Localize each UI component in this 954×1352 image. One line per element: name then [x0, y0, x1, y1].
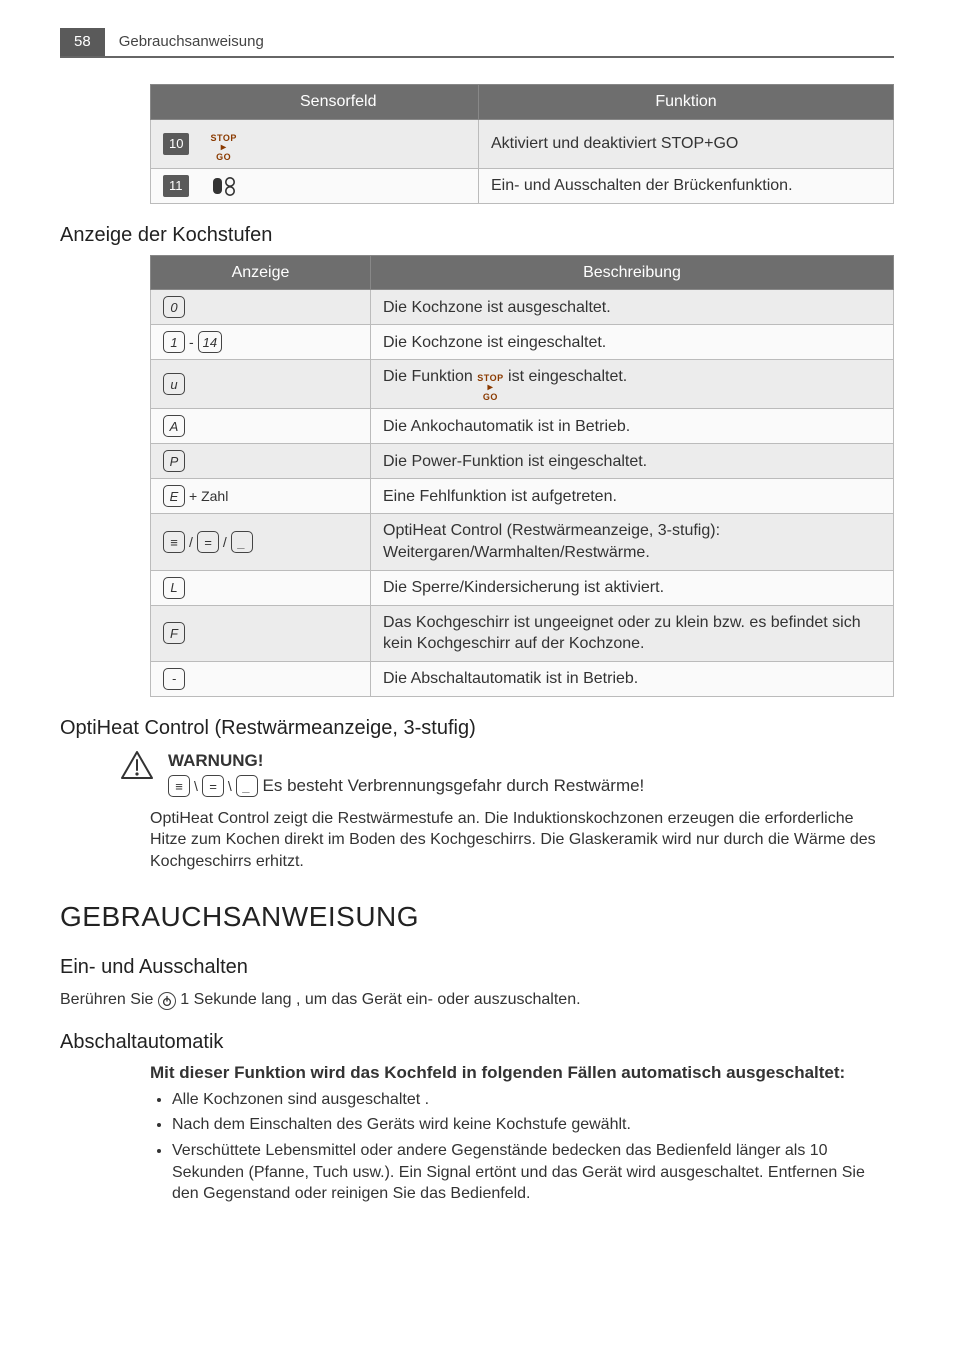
power-icon	[158, 992, 176, 1010]
display-description: Die Kochzone ist eingeschaltet.	[371, 325, 894, 360]
stopgo-icon: STOP▸GO	[477, 374, 503, 402]
display-symbol: u	[163, 373, 185, 395]
usage-title: GEBRAUCHSANWEISUNG	[60, 898, 894, 936]
bridge-icon	[211, 177, 237, 194]
optiheat-block: WARNUNG! ≡ \ = \ _ Es besteht Verbrennun…	[120, 750, 894, 873]
table-row: E + Zahl Eine Fehlfunktion ist aufgetrete…	[151, 479, 894, 514]
warning-title: WARNUNG!	[168, 750, 894, 773]
table-row: 10 STOP▸GO Aktiviert und deaktiviert STO…	[151, 119, 894, 168]
table-row: ≡ / = / _OptiHeat Control (Restwärmeanze…	[151, 514, 894, 570]
optiheat-body: OptiHeat Control zeigt die Restwärmestuf…	[150, 808, 894, 873]
table-row: P Die Power-Funktion ist eingeschaltet.	[151, 444, 894, 479]
page-number: 58	[60, 28, 105, 56]
display-symbol: E	[163, 485, 185, 507]
autooff-bullets: Alle Kochzonen sind ausgeschaltet . Nach …	[150, 1089, 894, 1205]
sensor-badge: 11	[163, 175, 189, 197]
display-description: Eine Fehlfunktion ist aufgetreten.	[371, 479, 894, 514]
table-row: - Die Abschaltautomatik ist in Betrieb.	[151, 661, 894, 696]
display-description: Die Ankochautomatik ist in Betrieb.	[371, 409, 894, 444]
autooff-lead: Mit dieser Funktion wird das Kochfeld in…	[150, 1062, 894, 1085]
warning-text-line: ≡ \ = \ _ Es besteht Verbrennungsgefahr …	[168, 775, 894, 798]
sensor-table: Sensorfeld Funktion 10 STOP▸GO Aktiviert…	[150, 84, 894, 204]
stopgo-icon: STOP▸GO	[211, 134, 237, 162]
warning-icon	[120, 750, 154, 798]
display-symbol: 0	[163, 296, 185, 318]
table-row: 1 - 14Die Kochzone ist eingeschaltet.	[151, 325, 894, 360]
sensor-badge: 10	[163, 133, 189, 155]
onoff-pre: Berühren Sie	[60, 991, 158, 1008]
sensor-function: Aktiviert und deaktiviert STOP+GO	[479, 119, 894, 168]
display-suffix: + Zahl	[189, 487, 228, 506]
display-symbol: 1	[163, 331, 185, 353]
sensor-table-header-funktion: Funktion	[479, 85, 894, 120]
optiheat-title: OptiHeat Control (Restwärmeanzeige, 3-st…	[60, 715, 894, 742]
display-symbol: L	[163, 577, 185, 599]
display-description: Das Kochgeschirr ist ungeeignet oder zu …	[371, 605, 894, 661]
table-row: A Die Ankochautomatik ist in Betrieb.	[151, 409, 894, 444]
list-item: Verschüttete Lebensmittel oder andere Ge…	[172, 1140, 894, 1205]
autooff-block: Mit dieser Funktion wird das Kochfeld in…	[150, 1062, 894, 1205]
display-table-header-beschreibung: Beschreibung	[371, 255, 894, 290]
onoff-title: Ein- und Ausschalten	[60, 954, 894, 981]
display-symbol: ≡	[163, 531, 185, 553]
display-section-title: Anzeige der Kochstufen	[60, 222, 894, 249]
warning-block: WARNUNG! ≡ \ = \ _ Es besteht Verbrennun…	[120, 750, 894, 798]
onoff-text: Berühren Sie 1 Sekunde lang , um das Ger…	[60, 989, 894, 1011]
display-symbol: =	[202, 775, 224, 797]
display-symbol: A	[163, 415, 185, 437]
display-description: Die Kochzone ist ausgeschaltet.	[371, 290, 894, 325]
sensor-table-blank-header	[151, 85, 199, 120]
page: 58 Gebrauchsanweisung Sensorfeld Funktio…	[0, 0, 954, 1352]
display-description: OptiHeat Control (Restwärmeanzeige, 3-st…	[371, 514, 894, 570]
display-description: Die Sperre/Kindersicherung ist aktiviert…	[371, 570, 894, 605]
list-item: Nach dem Einschalten des Geräts wird kei…	[172, 1114, 894, 1136]
autooff-title: Abschaltautomatik	[60, 1029, 894, 1056]
running-title: Gebrauchsanweisung	[105, 28, 278, 56]
display-table-wrapper: Anzeige Beschreibung 0 Die Kochzone ist a…	[150, 255, 894, 697]
running-header: 58 Gebrauchsanweisung	[60, 28, 894, 58]
list-item: Alle Kochzonen sind ausgeschaltet .	[172, 1089, 894, 1111]
display-symbol: 14	[198, 331, 222, 353]
display-description: Die Abschaltautomatik ist in Betrieb.	[371, 661, 894, 696]
display-table-header-anzeige: Anzeige	[151, 255, 371, 290]
sensor-table-wrapper: Sensorfeld Funktion 10 STOP▸GO Aktiviert…	[150, 84, 894, 204]
display-description: Die Funktion STOP▸GO ist eingeschaltet.	[371, 360, 894, 409]
table-row: L Die Sperre/Kindersicherung ist aktivier…	[151, 570, 894, 605]
table-row: 11 Ein- und Ausschalten der Brückenfunkt…	[151, 168, 894, 203]
display-symbol: P	[163, 450, 185, 472]
sensor-table-header-sensorfeld: Sensorfeld	[199, 85, 479, 120]
display-symbol: ≡	[168, 775, 190, 797]
display-description: Die Power-Funktion ist eingeschaltet.	[371, 444, 894, 479]
display-symbol: _	[231, 531, 253, 553]
display-symbol: =	[197, 531, 219, 553]
sensor-function: Ein- und Ausschalten der Brückenfunktion…	[479, 168, 894, 203]
warning-text: Es besteht Verbrennungsgefahr durch Rest…	[263, 776, 645, 795]
table-row: F Das Kochgeschirr ist ungeeignet oder zu…	[151, 605, 894, 661]
display-symbol: F	[163, 622, 185, 644]
table-row: u Die Funktion STOP▸GO ist eingeschaltet.	[151, 360, 894, 409]
display-symbol: _	[236, 775, 258, 797]
display-symbol: -	[163, 668, 185, 690]
table-row: 0 Die Kochzone ist ausgeschaltet.	[151, 290, 894, 325]
onoff-post: 1 Sekunde lang , um das Gerät ein- oder …	[180, 991, 580, 1008]
display-table: Anzeige Beschreibung 0 Die Kochzone ist a…	[150, 255, 894, 697]
